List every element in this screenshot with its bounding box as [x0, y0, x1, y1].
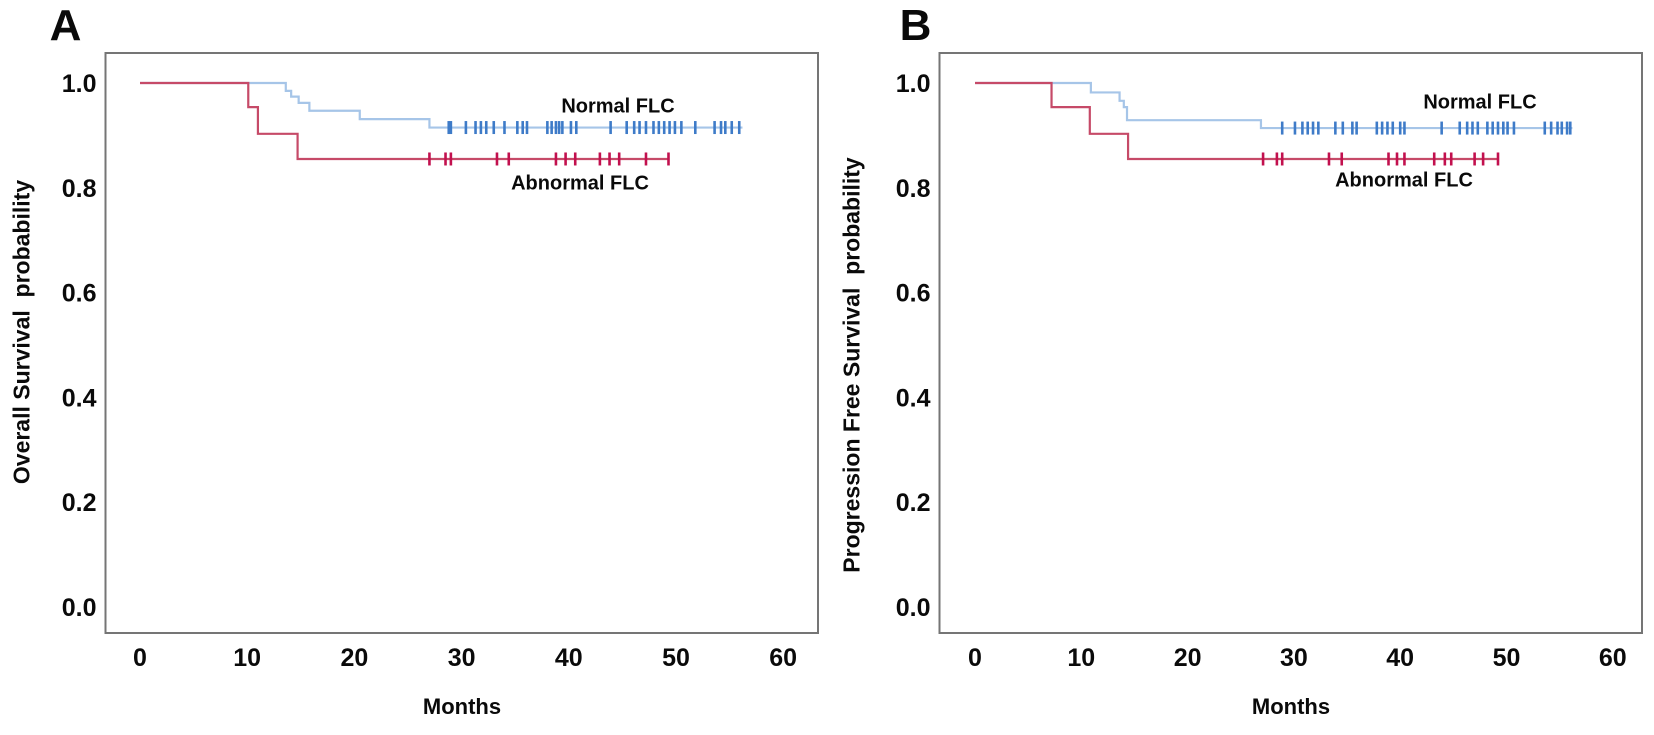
y-tick-label: 1.0: [62, 70, 97, 98]
panel-a-letter: A: [49, 1, 83, 50]
panel-a-frame: [104, 52, 819, 634]
survival-curve-normal-flc: [975, 81, 1573, 130]
y-tick-label: 0.4: [896, 384, 931, 412]
x-tick-label: 10: [233, 644, 261, 672]
x-tick-label: 30: [448, 644, 476, 672]
x-tick-label: 60: [1599, 644, 1627, 672]
x-tick-label: 30: [1280, 644, 1308, 672]
y-tick-label: 0.4: [62, 384, 97, 412]
x-tick-label: 40: [555, 644, 583, 672]
y-tick-label: 0.2: [896, 489, 931, 517]
y-tick-label: 0.6: [896, 280, 931, 308]
panel-a-x-axis-title: Months: [422, 694, 502, 719]
y-tick-label: 1.0: [896, 70, 931, 98]
panel-b-x-axis-title: Months: [1251, 694, 1331, 719]
x-tick-label: 40: [1386, 644, 1414, 672]
panel-b-y-axis-title: Progression Free Survival probability: [838, 157, 865, 573]
y-tick-label: 0.2: [62, 489, 97, 517]
y-tick-label: 0.0: [62, 594, 97, 622]
y-tick-label: 0.8: [896, 175, 931, 203]
x-tick-label: 0: [133, 644, 147, 672]
panel-b-normal-flc-label: Normal FLC: [1423, 91, 1537, 114]
x-tick-label: 20: [1174, 644, 1202, 672]
survival-curve-normal-flc: [140, 81, 743, 129]
x-tick-label: 0: [968, 644, 982, 672]
x-tick-label: 50: [662, 644, 690, 672]
x-tick-label: 20: [340, 644, 368, 672]
panel-b-abnormal-flc-label: Abnormal FLC: [1335, 169, 1473, 192]
panel-a-abnormal-flc-label: Abnormal FLC: [511, 172, 649, 195]
y-tick-label: 0.0: [896, 594, 931, 622]
y-tick-label: 0.6: [62, 280, 97, 308]
panel-b-frame: [938, 52, 1643, 634]
survival-curve-abnormal-flc: [975, 81, 1500, 161]
panel-a-y-axis-title: Overall Survival probability: [8, 179, 35, 485]
x-tick-label: 60: [769, 644, 797, 672]
survival-curve-abnormal-flc: [140, 81, 670, 161]
x-tick-label: 10: [1067, 644, 1095, 672]
panel-a-normal-flc-label: Normal FLC: [561, 95, 675, 118]
y-tick-label: 0.8: [62, 175, 97, 203]
x-tick-label: 50: [1493, 644, 1521, 672]
panel-b-letter: B: [899, 1, 933, 50]
